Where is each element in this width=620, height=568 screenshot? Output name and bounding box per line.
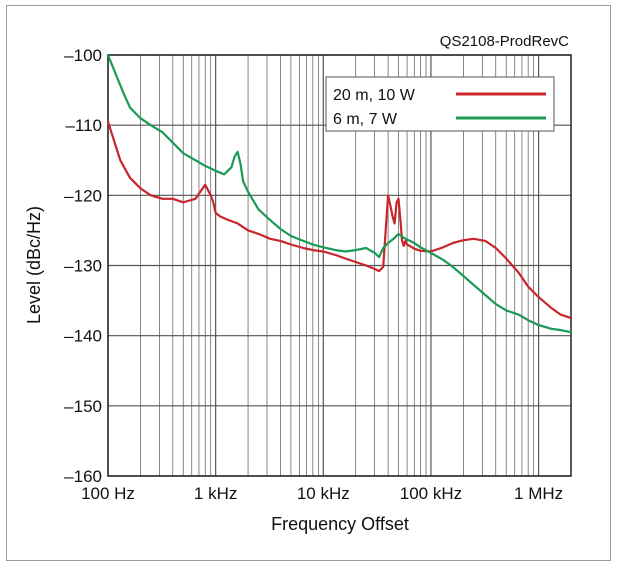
plot-area-border: [107, 54, 572, 477]
series-line-1: [106, 120, 573, 320]
x-tick-labels: 100 Hz 1 kHz 10 kHz 100 kHz 1 MHz: [81, 484, 563, 503]
y-tick-label: –100: [64, 46, 102, 65]
y-tick-label: –140: [64, 327, 102, 346]
x-tick-label: 1 kHz: [194, 484, 237, 503]
x-tick-label: 1 MHz: [514, 484, 563, 503]
y-tick-label: –160: [64, 467, 102, 486]
y-tick-label: –110: [65, 116, 102, 135]
x-axis-title: Frequency Offset: [271, 514, 409, 534]
y-tick-label: –150: [64, 397, 102, 416]
legend: 20 m, 10 W 6 m, 7 W: [325, 76, 555, 132]
x-tick-label: 100 kHz: [400, 484, 462, 503]
y-tick-label: –130: [64, 257, 102, 276]
y-tick-label: –120: [64, 186, 102, 205]
y-axis-title: Level (dBc/Hz): [24, 206, 44, 324]
x-tick-label: 10 kHz: [297, 484, 350, 503]
series-line-2: [106, 53, 573, 334]
chart-annotation: QS2108-ProdRevC: [440, 33, 569, 50]
legend-box: [325, 76, 555, 132]
y-tick-labels: –100 –110 –120 –130 –140 –150 –160: [64, 46, 102, 486]
legend-label-series-1: 20 m, 10 W: [333, 87, 416, 104]
series-layer: [106, 53, 573, 334]
x-tick-label: 100 Hz: [81, 484, 135, 503]
legend-label-series-2: 6 m, 7 W: [333, 111, 398, 128]
